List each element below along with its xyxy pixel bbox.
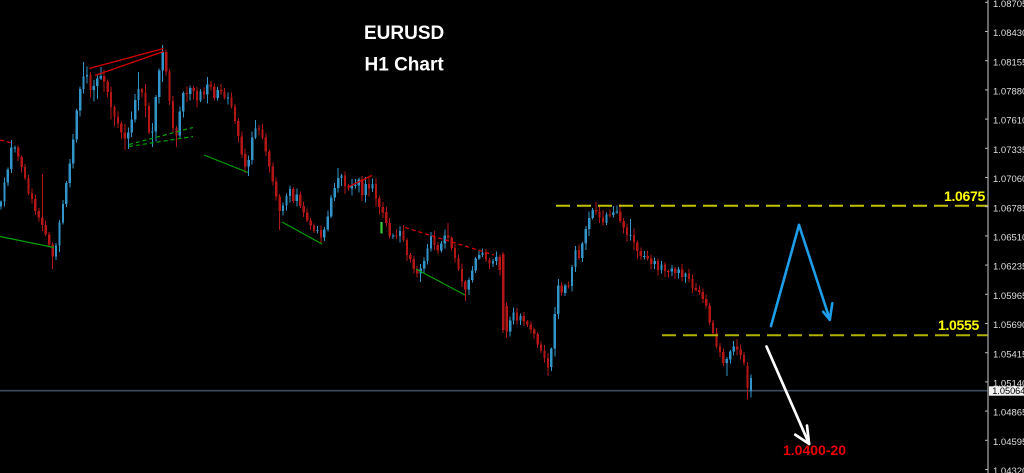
svg-text:1.04865: 1.04865 — [993, 408, 1024, 419]
svg-text:1.0675: 1.0675 — [944, 188, 986, 204]
svg-text:1.08155: 1.08155 — [993, 57, 1024, 68]
svg-text:H1 Chart: H1 Chart — [365, 55, 445, 76]
svg-text:1.06510: 1.06510 — [993, 233, 1024, 244]
svg-text:1.05690: 1.05690 — [993, 320, 1024, 331]
svg-text:1.06785: 1.06785 — [993, 203, 1024, 214]
svg-text:1.06235: 1.06235 — [993, 262, 1024, 273]
svg-text:1.07610: 1.07610 — [993, 116, 1024, 127]
svg-text:1.07335: 1.07335 — [993, 145, 1024, 156]
svg-text:1.07880: 1.07880 — [993, 87, 1024, 98]
svg-text:1.05064: 1.05064 — [992, 386, 1024, 396]
svg-text:1.05965: 1.05965 — [993, 291, 1024, 302]
svg-text:1.05140: 1.05140 — [993, 379, 1024, 390]
svg-text:1.05415: 1.05415 — [993, 349, 1024, 360]
svg-text:1.08430: 1.08430 — [993, 28, 1024, 39]
svg-text:1.0400-20: 1.0400-20 — [783, 442, 846, 458]
svg-text:EURUSD: EURUSD — [364, 23, 444, 44]
svg-text:1.07060: 1.07060 — [993, 174, 1024, 185]
svg-text:1.08705: 1.08705 — [993, 0, 1024, 10]
svg-text:1.04320: 1.04320 — [993, 466, 1024, 473]
svg-text:1.04595: 1.04595 — [993, 437, 1024, 448]
svg-text:1.0555: 1.0555 — [938, 317, 980, 333]
